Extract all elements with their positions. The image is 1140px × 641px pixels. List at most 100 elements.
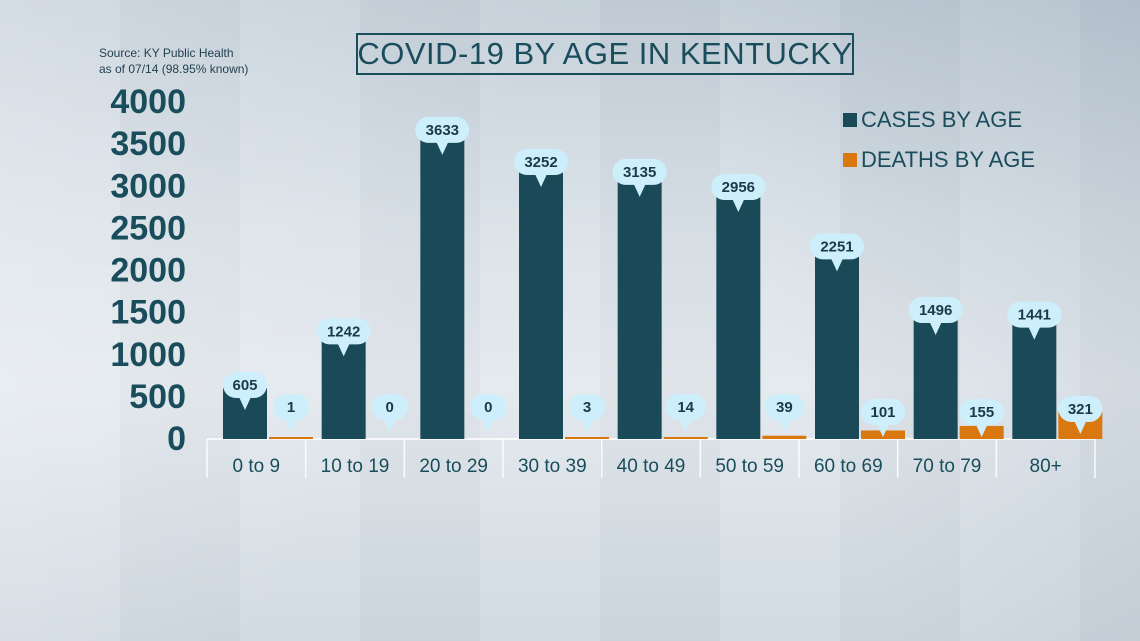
deaths-bar bbox=[762, 435, 807, 439]
data-label-pointer bbox=[239, 397, 251, 411]
data-label-pointer bbox=[535, 174, 547, 188]
data-label: 1441 bbox=[1018, 307, 1051, 324]
x-tick-label: 30 to 39 bbox=[518, 456, 587, 477]
data-label-pointer bbox=[1028, 326, 1041, 340]
cases-bar bbox=[716, 189, 761, 439]
data-label: 2251 bbox=[820, 238, 853, 255]
data-label: 14 bbox=[677, 399, 694, 416]
data-label-pointer bbox=[929, 321, 942, 335]
legend-swatch-deaths bbox=[843, 153, 857, 167]
y-tick-label: 1500 bbox=[110, 294, 186, 332]
x-tick-label: 70 to 79 bbox=[913, 456, 982, 477]
data-label-bubble bbox=[470, 394, 507, 420]
data-label-bubble bbox=[273, 394, 309, 420]
x-tick-label: 60 to 69 bbox=[814, 456, 883, 477]
y-tick-label: 4000 bbox=[110, 83, 186, 121]
data-label: 101 bbox=[870, 404, 895, 421]
cases-value-label: 1242 bbox=[316, 318, 371, 357]
data-label-bubble bbox=[1007, 301, 1062, 328]
legend-item-cases: CASES BY AGE bbox=[843, 100, 1035, 140]
cases-value-label: 3252 bbox=[514, 149, 568, 188]
y-tick-label: 3000 bbox=[110, 167, 186, 205]
data-label-bubble bbox=[908, 296, 963, 323]
x-tick-label: 20 to 29 bbox=[419, 456, 488, 477]
y-tick-label: 1000 bbox=[110, 336, 186, 374]
cases-bar bbox=[815, 249, 859, 439]
data-label-bubble bbox=[371, 394, 408, 420]
data-label-bubble bbox=[514, 149, 568, 176]
data-label-bubble bbox=[415, 116, 470, 143]
data-label: 155 bbox=[969, 404, 994, 421]
legend-item-deaths: DEATHS BY AGE bbox=[843, 140, 1035, 180]
data-label: 605 bbox=[232, 377, 257, 394]
x-tick-label: 10 to 19 bbox=[321, 456, 390, 477]
data-label-pointer bbox=[877, 424, 889, 437]
chart-title: COVID-19 BY AGE IN KENTUCKY bbox=[356, 33, 854, 75]
deaths-bar bbox=[663, 437, 708, 439]
data-label-bubble bbox=[959, 399, 1004, 425]
data-label: 1496 bbox=[919, 302, 952, 319]
data-label-pointer bbox=[1074, 420, 1087, 434]
data-label-pointer bbox=[581, 419, 593, 432]
data-label-pointer bbox=[337, 343, 350, 357]
y-tick-label: 3500 bbox=[110, 125, 186, 163]
data-label-bubble bbox=[569, 394, 605, 420]
deaths-value-label: 101 bbox=[861, 399, 905, 437]
data-label-pointer bbox=[975, 424, 988, 437]
cases-value-label: 1496 bbox=[908, 296, 963, 335]
data-label: 0 bbox=[385, 399, 393, 416]
legend-label-cases: CASES BY AGE bbox=[861, 107, 1023, 132]
data-label-pointer bbox=[679, 419, 692, 432]
cases-value-label: 3633 bbox=[415, 116, 470, 155]
deaths-value-label: 3 bbox=[569, 394, 605, 432]
deaths-value-label: 1 bbox=[273, 394, 309, 432]
x-tick-label: 50 to 59 bbox=[715, 456, 784, 477]
deaths-value-label: 39 bbox=[764, 394, 805, 432]
x-tick-label: 40 to 49 bbox=[617, 456, 686, 477]
deaths-value-label: 14 bbox=[665, 394, 706, 432]
cases-value-label: 3135 bbox=[612, 158, 667, 197]
deaths-value-label: 0 bbox=[371, 394, 408, 432]
data-label-bubble bbox=[861, 399, 905, 425]
data-label-bubble bbox=[665, 394, 706, 420]
data-label: 39 bbox=[776, 399, 793, 416]
legend-label-deaths: DEATHS BY AGE bbox=[861, 147, 1036, 172]
y-tick-label: 2000 bbox=[110, 252, 186, 290]
legend-swatch-cases bbox=[843, 113, 857, 127]
data-label: 3 bbox=[583, 399, 591, 416]
source-note: Source: KY Public Health as of 07/14 (98… bbox=[99, 45, 248, 77]
data-label-bubble bbox=[316, 318, 371, 345]
data-label: 321 bbox=[1068, 401, 1093, 418]
data-label: 3135 bbox=[623, 164, 656, 181]
cases-bar bbox=[617, 174, 662, 439]
cases-bar bbox=[420, 132, 465, 440]
data-label-bubble bbox=[810, 233, 864, 260]
data-label-bubble bbox=[1058, 395, 1103, 422]
data-label-bubble bbox=[612, 158, 667, 185]
deaths-bar bbox=[269, 437, 313, 439]
data-label-pointer bbox=[633, 183, 646, 197]
cases-value-label: 2956 bbox=[711, 173, 766, 212]
data-label-bubble bbox=[711, 173, 766, 200]
data-label-pointer bbox=[778, 419, 791, 432]
source-line-1: Source: KY Public Health bbox=[99, 46, 234, 60]
y-tick-label: 500 bbox=[129, 378, 186, 416]
chart-legend: CASES BY AGE DEATHS BY AGE bbox=[843, 100, 1035, 180]
data-label-pointer bbox=[436, 141, 449, 155]
data-label: 1 bbox=[287, 399, 295, 416]
cases-value-label: 2251 bbox=[810, 233, 864, 272]
data-label: 3252 bbox=[524, 154, 557, 171]
data-label-pointer bbox=[383, 419, 396, 432]
deaths-value-label: 321 bbox=[1058, 395, 1103, 434]
data-label-bubble bbox=[764, 394, 805, 420]
cases-value-label: 605 bbox=[223, 372, 267, 411]
data-label: 2956 bbox=[722, 179, 755, 196]
x-tick-label: 0 to 9 bbox=[233, 456, 281, 477]
data-label-pointer bbox=[732, 198, 745, 212]
cases-bar bbox=[519, 165, 563, 440]
y-tick-label: 2500 bbox=[110, 209, 186, 247]
data-label-pointer bbox=[831, 258, 843, 272]
deaths-bar bbox=[565, 437, 609, 439]
x-tick-label: 80+ bbox=[1030, 456, 1062, 477]
